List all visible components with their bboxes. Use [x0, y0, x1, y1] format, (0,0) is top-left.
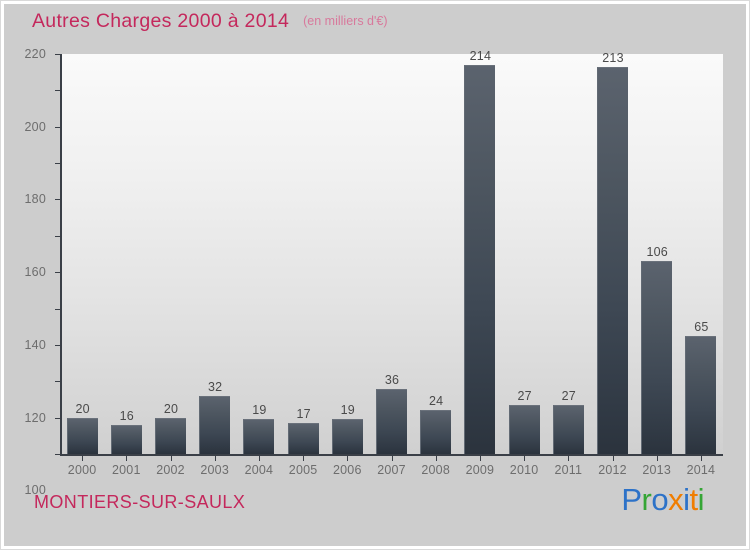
x-axis-label: 2006 [332, 463, 362, 477]
x-axis-label: 2011 [554, 463, 583, 477]
y-axis-tick: 140 [25, 199, 60, 352]
x-axis-tick [612, 456, 614, 461]
proxiti-logo[interactable]: Proxiti [621, 484, 704, 515]
bar[interactable]: 27 [552, 389, 584, 454]
logo-letter: o [651, 482, 669, 517]
bar[interactable]: 19 [331, 403, 363, 454]
y-axis-label: 160 [24, 265, 46, 280]
bar-value-label: 36 [384, 372, 400, 387]
bar-value-label: 20 [75, 401, 90, 416]
bar-value-label: 16 [119, 408, 134, 423]
y-axis-tick: 0 [55, 454, 60, 455]
x-axis-label: 2012 [598, 463, 627, 477]
x-axis-tick [303, 456, 305, 461]
bar-value-label: 214 [469, 48, 492, 63]
y-axis-label: 140 [24, 337, 46, 352]
bar-value-label: 106 [646, 245, 668, 260]
bar-value-label: 19 [252, 403, 267, 418]
y-axis-label: 100 [24, 483, 46, 498]
x-axis-label: 2014 [686, 463, 716, 477]
x-axis-tick [656, 456, 658, 461]
x-axis-label: 2008 [421, 463, 450, 477]
bar-value-label: 27 [561, 388, 576, 403]
x-axis-label: 2013 [642, 463, 671, 477]
y-axis-label: 120 [24, 410, 46, 425]
page-title: Autres Charges 2000 à 2014 [32, 9, 290, 32]
y-axis-tick: 160 [25, 163, 60, 279]
bar-value-label: 24 [429, 394, 444, 409]
bar-value-label: 32 [208, 379, 223, 394]
x-axis-tick [435, 456, 437, 461]
bar[interactable]: 213 [597, 51, 628, 454]
bar[interactable]: 24 [420, 394, 452, 454]
x-axis-tick [524, 456, 526, 461]
x-axis-label: 2003 [200, 463, 229, 477]
bar[interactable]: 20 [155, 402, 186, 454]
y-axis-tick: 200 [25, 90, 60, 134]
bar[interactable]: 32 [199, 380, 231, 454]
logo-letter: i [683, 482, 690, 517]
x-axis-label: 2007 [377, 463, 406, 477]
y-axis-label: 180 [24, 192, 46, 207]
bar[interactable]: 27 [508, 389, 540, 454]
bar-value-label: 27 [517, 388, 532, 403]
y-axis-label: 200 [24, 119, 46, 134]
bar[interactable]: 214 [464, 49, 496, 454]
x-axis-label: 2002 [156, 463, 185, 477]
x-axis-tick [568, 456, 570, 461]
commune-name: MONTIERS-SUR-SAULX [34, 492, 246, 512]
bar[interactable]: 17 [287, 407, 319, 454]
x-axis-line [60, 454, 723, 456]
x-axis-label: 2004 [244, 463, 274, 477]
x-axis-tick [391, 456, 393, 461]
chart-header: Autres Charges 2000 à 2014 (en milliers … [4, 4, 746, 38]
bar-value-label: 17 [296, 407, 311, 422]
y-axis-tick: 40 [55, 381, 60, 383]
x-axis-tick [347, 456, 349, 461]
bar[interactable]: 65 [685, 320, 717, 454]
bar[interactable]: 106 [641, 245, 673, 454]
chart-subtitle: (en milliers d'€) [303, 13, 388, 28]
y-axis-tick: 120 [25, 235, 60, 425]
chart-plot: 0 20 40 60 80 100 120 140 160 180 200 220 20 16 20 32 1… [25, 47, 723, 497]
y-axis-tick: 80 [55, 308, 60, 310]
y-axis-tick: 180 [25, 126, 60, 206]
x-axis-tick [82, 456, 84, 461]
y-axis-tick: 100 [25, 272, 60, 497]
bar[interactable]: 20 [66, 402, 98, 454]
bar[interactable]: 16 [110, 409, 142, 454]
logo-letter: r [641, 482, 652, 517]
x-axis-tick [170, 456, 172, 461]
bar[interactable]: 36 [376, 373, 407, 454]
x-axis-tick [214, 456, 216, 461]
x-axis-tick [126, 456, 128, 461]
chart-footer: MONTIERS-SUR-SAULX Proxiti [4, 474, 746, 546]
x-axis-tick [479, 456, 481, 461]
bar-value-label: 213 [602, 50, 624, 65]
y-axis-label: 220 [24, 47, 46, 61]
logo-letter: P [621, 482, 642, 517]
x-axis-label: 2005 [288, 463, 318, 477]
logo-letter: x [668, 482, 684, 517]
x-axis-tick [258, 456, 260, 461]
x-axis-label: 2000 [67, 463, 97, 477]
bar-value-label: 19 [340, 403, 355, 418]
x-axis-tick [700, 456, 702, 461]
logo-letter: t [689, 482, 698, 517]
x-axis-label: 2010 [509, 463, 539, 477]
x-axis-label: 2009 [465, 463, 495, 477]
y-axis-tick: 20 [55, 417, 60, 419]
bar[interactable]: 19 [243, 403, 275, 454]
bar-value-label: 65 [694, 319, 709, 334]
bar-value-label: 20 [163, 401, 179, 416]
logo-letter: i [697, 482, 705, 517]
x-axis-label: 2001 [111, 463, 141, 477]
y-axis-tick: 220 [25, 47, 60, 61]
y-axis-line [60, 54, 62, 454]
y-axis-tick: 60 [55, 344, 60, 346]
